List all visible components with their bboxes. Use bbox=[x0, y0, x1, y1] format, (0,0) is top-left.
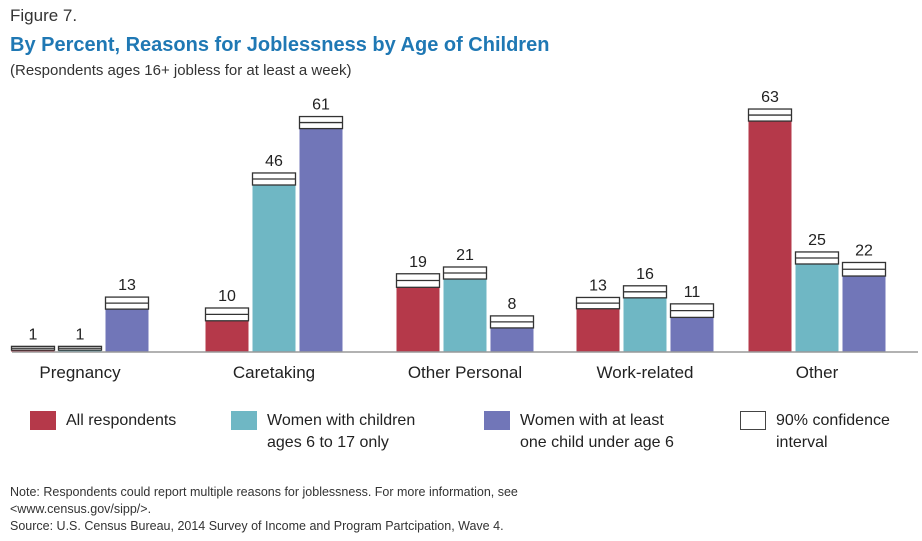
chart-title: By Percent, Reasons for Joblessness by A… bbox=[10, 34, 550, 56]
data-label: 22 bbox=[855, 242, 873, 259]
source-line: Source: U.S. Census Bureau, 2014 Survey … bbox=[10, 519, 504, 533]
data-label: 21 bbox=[456, 247, 474, 264]
footnote: Note: Respondents could report multiple … bbox=[10, 484, 518, 535]
data-label: 16 bbox=[636, 266, 654, 283]
bar bbox=[443, 273, 487, 352]
bar bbox=[252, 178, 296, 352]
category-label: Other bbox=[796, 363, 839, 382]
legend-swatch-confidence-interval bbox=[740, 411, 766, 430]
data-label: 13 bbox=[589, 277, 607, 294]
legend-swatch-women-6-17 bbox=[231, 411, 257, 430]
legend-label-all-respondents: All respondents bbox=[66, 412, 177, 429]
bar bbox=[105, 303, 149, 352]
bar bbox=[576, 303, 620, 352]
data-label: 1 bbox=[76, 326, 85, 343]
data-label: 25 bbox=[808, 232, 826, 249]
data-label: 61 bbox=[312, 97, 330, 114]
bar bbox=[748, 115, 792, 353]
data-label: 63 bbox=[761, 89, 779, 106]
data-label: 11 bbox=[684, 284, 701, 301]
legend: All respondents Women with children ages… bbox=[0, 410, 922, 460]
legend-swatch-all-respondents bbox=[30, 411, 56, 430]
figure-label: Figure 7. bbox=[10, 6, 78, 25]
data-label: 8 bbox=[508, 296, 517, 313]
legend-item-all-respondents: All respondents bbox=[30, 410, 176, 432]
data-label: 19 bbox=[409, 254, 427, 271]
legend-swatch-women-under-6 bbox=[484, 411, 510, 430]
category-label: Work-related bbox=[597, 363, 694, 382]
category-label: Caretaking bbox=[233, 363, 315, 382]
legend-label-women-under-6: Women with at least one child under age … bbox=[520, 412, 674, 451]
bar bbox=[842, 269, 886, 352]
bar bbox=[623, 291, 667, 352]
legend-item-women-under-6: Women with at least one child under age … bbox=[484, 410, 674, 454]
note-url: <www.census.gov/sipp/>. bbox=[10, 502, 152, 516]
bar bbox=[396, 280, 440, 352]
note-line: Note: Respondents could report multiple … bbox=[10, 485, 518, 499]
category-label: Pregnancy bbox=[39, 363, 121, 382]
legend-label-women-6-17: Women with children ages 6 to 17 only bbox=[267, 412, 416, 451]
legend-item-women-6-17: Women with children ages 6 to 17 only bbox=[231, 410, 415, 454]
category-label: Other Personal bbox=[408, 363, 522, 382]
data-label: 46 bbox=[265, 153, 283, 170]
chart-subtitle: (Respondents ages 16+ jobless for at lea… bbox=[10, 62, 352, 79]
bar bbox=[299, 122, 343, 352]
data-label: 13 bbox=[118, 277, 136, 294]
legend-label-confidence-interval: 90% confidence interval bbox=[776, 412, 890, 451]
data-label: 1 bbox=[29, 326, 38, 343]
legend-item-confidence-interval: 90% confidence interval bbox=[740, 410, 890, 454]
bar bbox=[795, 257, 839, 352]
data-label: 10 bbox=[218, 288, 236, 305]
